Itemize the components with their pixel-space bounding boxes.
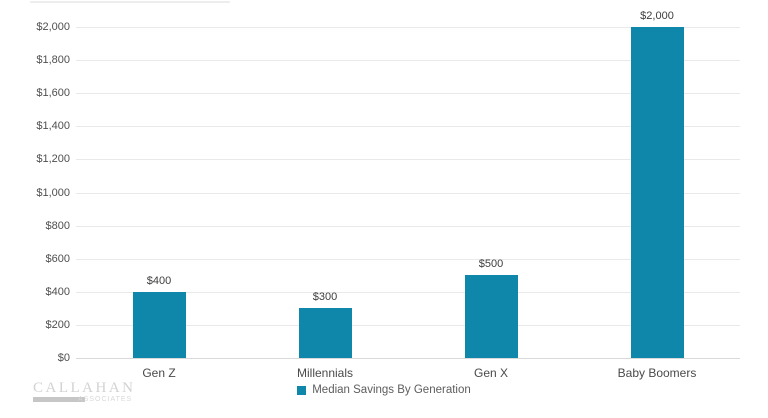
y-axis-tick-label: $2,000 (36, 21, 70, 33)
category-label-gen-z: Gen Z (142, 366, 176, 380)
chart-legend: Median Savings By Generation (0, 384, 768, 396)
legend-label: Median Savings By Generation (312, 384, 471, 396)
gridline-$0 (76, 358, 740, 359)
y-axis-tick-label: $800 (45, 219, 70, 232)
bar-gen-x (464, 275, 518, 358)
watermark-bar-row: ASSOCIATES (33, 396, 143, 403)
bar-baby-boomers (630, 27, 684, 358)
watermark-name: CALLAHAN (33, 380, 136, 396)
gridline-$1,200 (76, 159, 740, 161)
y-axis-tick-label: $1,600 (36, 87, 70, 100)
y-axis-tick-label: $400 (45, 285, 70, 298)
y-axis-tick-label: $1,400 (36, 120, 70, 133)
watermark-subtext: ASSOCIATES (78, 396, 133, 403)
gridline-$1,400 (76, 126, 740, 128)
gridline-$2,000 (76, 27, 740, 28)
value-label-baby-boomers: $2,000 (640, 10, 674, 22)
category-label-baby-boomers: Baby Boomers (617, 366, 697, 380)
gridline-$800 (76, 225, 740, 227)
gridline-$400 (76, 291, 740, 293)
y-axis-tick-label: $0 (57, 352, 70, 364)
category-label-millennials: Millennials (296, 366, 354, 380)
category-label-gen-x: Gen X (473, 366, 509, 380)
gridline-$600 (76, 258, 740, 260)
y-axis-tick-label: $600 (45, 252, 70, 265)
value-label-gen-x: $500 (478, 258, 504, 271)
value-label-millennials: $300 (312, 291, 338, 304)
y-axis-tick-label: $200 (45, 318, 70, 331)
gridline-$200 (76, 324, 740, 326)
legend-marker-icon (297, 385, 307, 395)
bar-gen-z (132, 291, 186, 358)
watermark-logo: CALLAHAN ASSOCIATES (33, 380, 143, 403)
y-axis-tick-label: $1,800 (36, 54, 70, 67)
y-axis-tick-label: $1,200 (36, 153, 70, 166)
gridline-$1,800 (76, 60, 740, 62)
value-label-gen-z: $400 (146, 274, 172, 287)
bar-millennials (298, 308, 352, 358)
watermark-bar (33, 397, 85, 402)
y-axis-tick-label: $1,000 (36, 186, 70, 199)
gridline-$1,600 (76, 93, 740, 95)
gridline-$1,000 (76, 192, 740, 194)
top-edge-artifact (30, 1, 230, 3)
